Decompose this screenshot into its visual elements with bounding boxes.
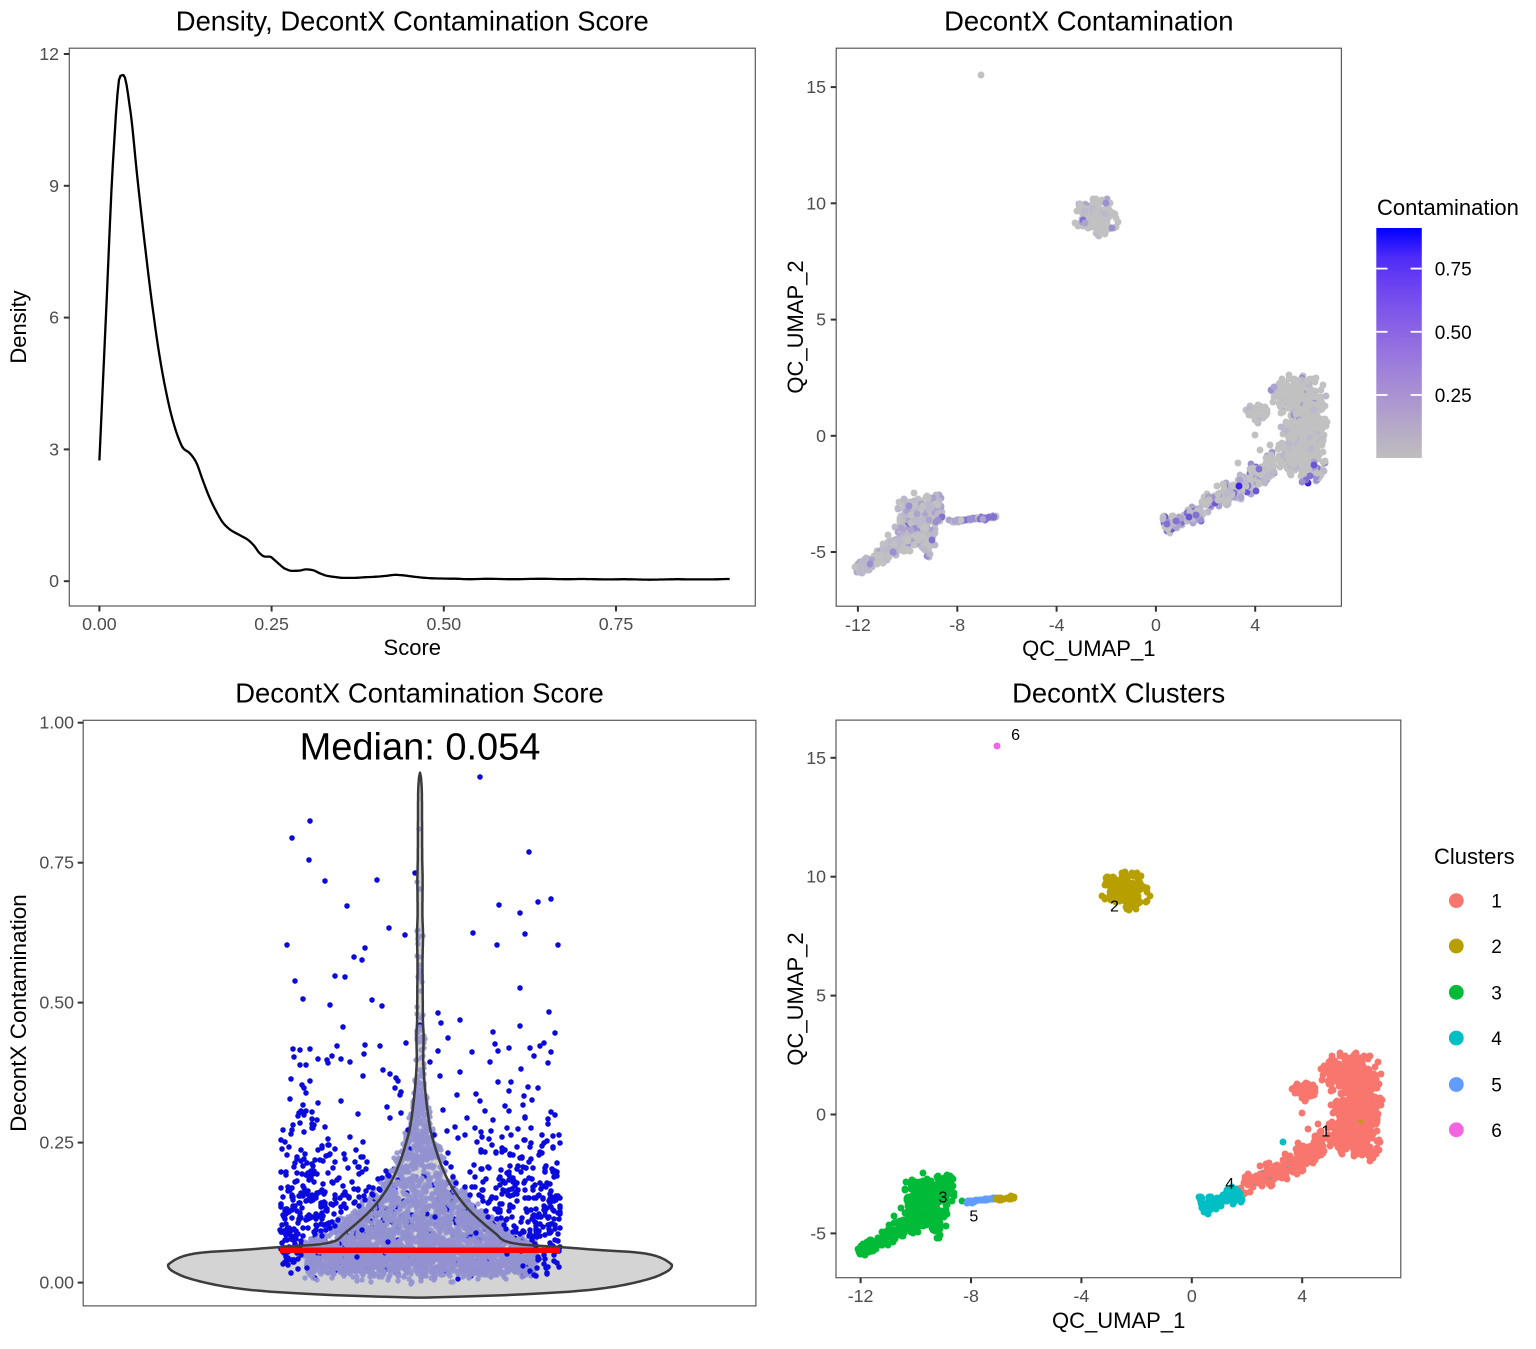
svg-text:5: 5 [816, 310, 826, 330]
svg-text:-12: -12 [845, 615, 871, 635]
svg-text:-4: -4 [1049, 615, 1065, 635]
svg-text:DecontX Contamination: DecontX Contamination [944, 6, 1233, 37]
svg-text:-5: -5 [810, 542, 826, 562]
svg-text:0.50: 0.50 [426, 614, 461, 634]
svg-text:0.25: 0.25 [39, 1133, 74, 1153]
svg-text:Contamination: Contamination [1377, 195, 1519, 220]
svg-text:0.00: 0.00 [82, 614, 117, 634]
svg-text:0.50: 0.50 [1435, 323, 1472, 344]
svg-text:12: 12 [39, 44, 59, 64]
svg-text:QC_UMAP_1: QC_UMAP_1 [1022, 636, 1155, 661]
svg-text:-8: -8 [949, 615, 965, 635]
svg-text:10: 10 [806, 193, 826, 213]
svg-text:4: 4 [1250, 615, 1260, 635]
svg-text:0.00: 0.00 [39, 1273, 74, 1293]
svg-text:QC_UMAP_2: QC_UMAP_2 [783, 260, 808, 393]
svg-text:DecontX Contamination Score: DecontX Contamination Score [235, 678, 603, 709]
svg-text:0.75: 0.75 [39, 853, 74, 873]
svg-text:0.25: 0.25 [1435, 386, 1472, 407]
svg-text:Density, DecontX Contamination: Density, DecontX Contamination Score [176, 6, 649, 37]
svg-text:0: 0 [1151, 615, 1161, 635]
svg-text:15: 15 [806, 77, 826, 97]
svg-text:0: 0 [49, 571, 59, 591]
svg-text:Density: Density [6, 290, 31, 363]
svg-text:DecontX Contamination: DecontX Contamination [6, 894, 31, 1132]
svg-text:9: 9 [49, 176, 59, 196]
svg-text:Score: Score [384, 635, 441, 660]
svg-text:6: 6 [49, 308, 59, 328]
svg-text:1.00: 1.00 [39, 713, 74, 733]
svg-text:3: 3 [49, 439, 59, 459]
svg-text:0.50: 0.50 [39, 993, 74, 1013]
svg-text:0.25: 0.25 [254, 614, 289, 634]
svg-text:0.75: 0.75 [599, 614, 634, 634]
svg-text:0: 0 [816, 426, 826, 446]
svg-text:0.75: 0.75 [1435, 260, 1472, 281]
